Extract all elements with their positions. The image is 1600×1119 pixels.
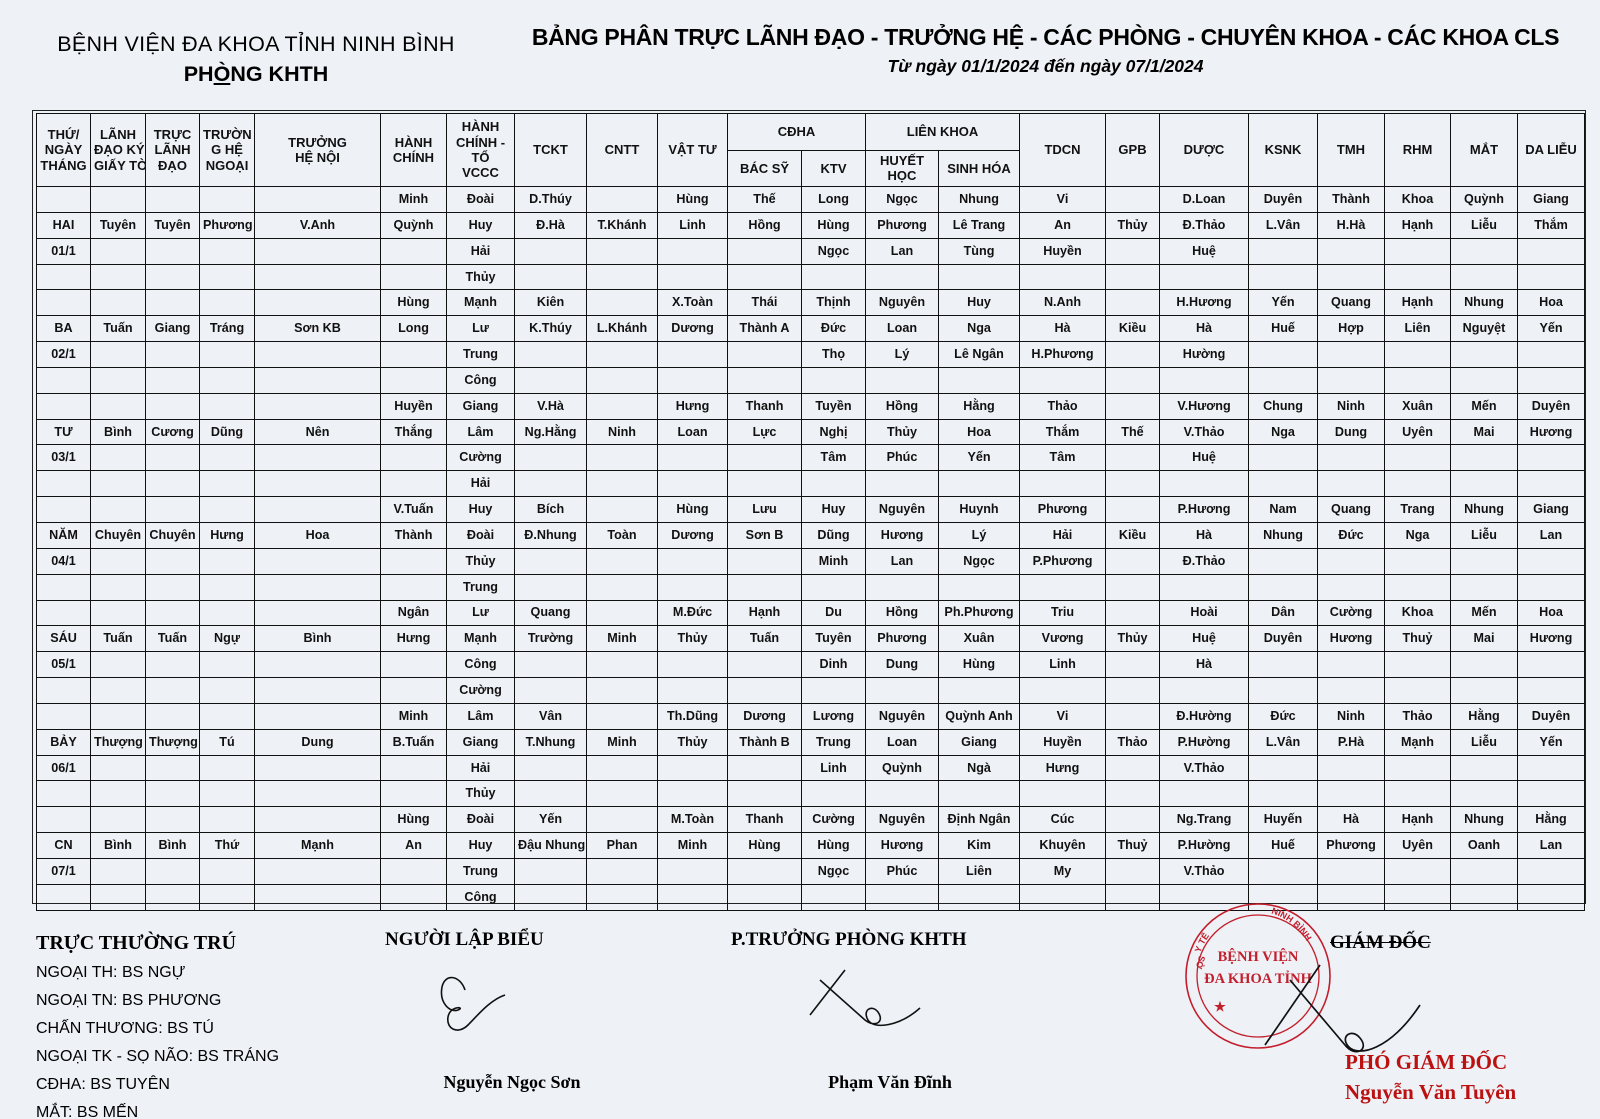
svg-text:★: ★	[1214, 999, 1226, 1014]
svg-text:SỞ: SỞ	[1194, 954, 1207, 970]
svg-text:Y TẾ: Y TẾ	[1193, 931, 1211, 954]
